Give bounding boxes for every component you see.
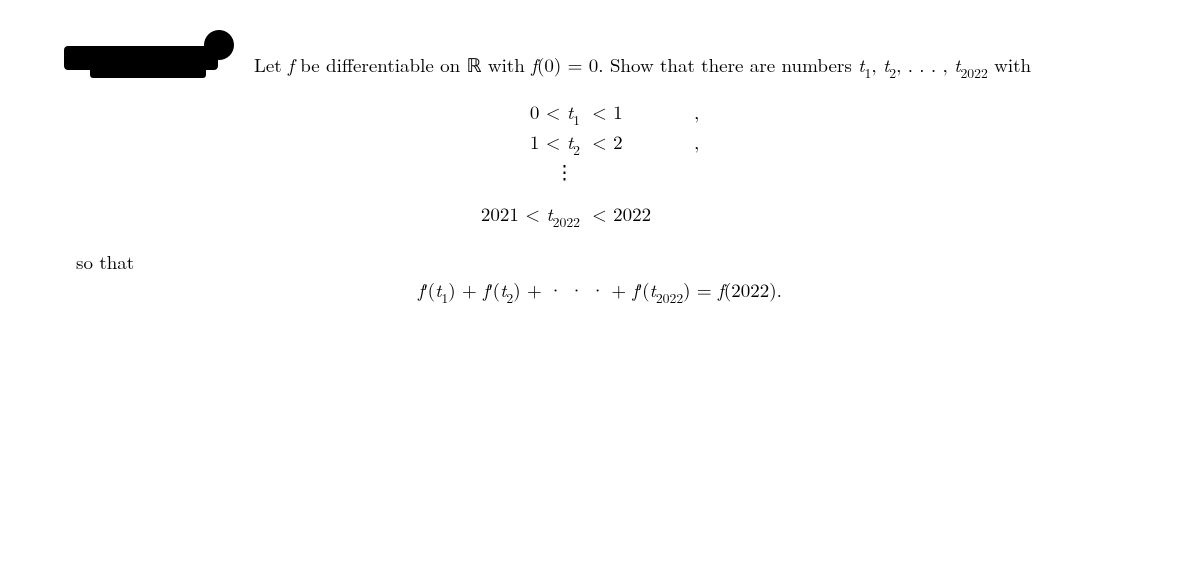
- c4-left: 2021 <: [481, 200, 546, 227]
- fe-o2: (: [493, 276, 500, 303]
- c4-right: < 2022: [592, 200, 651, 227]
- text-be-diff: be differentiable on: [294, 51, 467, 78]
- redaction-mark-bulb: [204, 30, 234, 60]
- c1-left: 0 <: [530, 98, 567, 125]
- fe-rhs-arg: (2022).: [724, 276, 782, 303]
- c1-right: < 1: [592, 98, 623, 125]
- sub-2: 2: [889, 63, 896, 82]
- comma-dots: , . . . ,: [896, 51, 954, 78]
- fe-o1: (: [428, 276, 435, 303]
- text-with: with: [482, 51, 532, 78]
- text-let: Let: [254, 51, 288, 78]
- sub-2022: 2022: [960, 63, 987, 82]
- symbol-reals: ℝ: [467, 56, 482, 77]
- sub-1: 1: [864, 63, 871, 82]
- final-equation: f′(t1) + f′(t2) + · · · + f′(t2022) = f(…: [0, 276, 1200, 306]
- text-show: . Show that there are numbers: [598, 51, 858, 78]
- f0-eq: (0) = 0: [537, 51, 598, 78]
- fe-eq: ) =: [683, 276, 718, 303]
- c1-sub: 1: [573, 110, 580, 129]
- c2-right: < 2: [592, 128, 623, 155]
- c2-comma: ,: [694, 128, 699, 155]
- c2-left: 1 <: [530, 128, 567, 155]
- fe-s1: 1: [441, 288, 448, 307]
- c2-sub: 2: [573, 140, 580, 159]
- fe-plus1: +: [456, 276, 483, 303]
- redaction-mark-2: [90, 60, 206, 78]
- fe-s3: 2022: [656, 288, 683, 307]
- fe-dots: + · · · +: [521, 276, 633, 303]
- vdots: ⋮: [0, 158, 580, 185]
- comma-1: ,: [871, 51, 883, 78]
- problem-statement: Let f be differentiable on ℝ with f(0) =…: [254, 52, 1114, 81]
- fe-o3: (: [642, 276, 649, 303]
- c4-sub: 2022: [553, 212, 580, 231]
- c4-t: t: [546, 200, 552, 227]
- fe-s2: 2: [506, 288, 513, 307]
- fe-c1: ): [448, 276, 455, 303]
- c1-comma: ,: [694, 98, 699, 125]
- text-with-end: with: [988, 51, 1031, 78]
- fe-t3: t: [650, 276, 656, 303]
- so-that-text: so that: [76, 248, 134, 275]
- fe-c2: ): [513, 276, 520, 303]
